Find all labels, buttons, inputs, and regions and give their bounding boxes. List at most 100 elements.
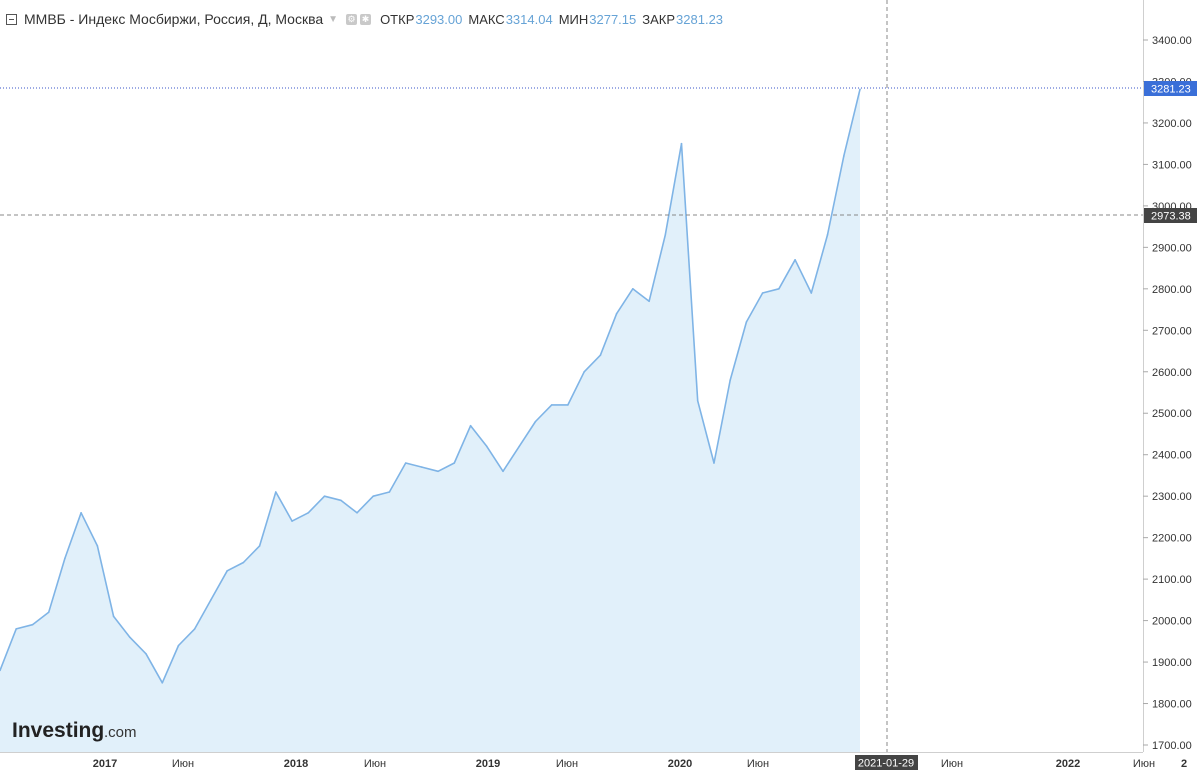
data-point	[583, 371, 585, 373]
crosshair-date-badge	[855, 755, 918, 770]
data-point	[469, 424, 472, 427]
y-tick-label: 2100.00	[1152, 574, 1192, 586]
data-point	[680, 142, 683, 145]
data-point	[599, 354, 602, 357]
data-point	[761, 292, 764, 294]
price-axis[interactable]: 3400.003300.003200.003100.003000.002900.…	[1143, 35, 1192, 752]
data-point	[696, 400, 699, 402]
data-point	[0, 669, 1, 672]
high-value: 3314.04	[505, 11, 553, 27]
crosshair-date-label: 2021-01-29	[858, 758, 914, 770]
investing-logo: Investing .com	[12, 719, 137, 742]
data-point	[388, 491, 391, 493]
data-point	[307, 512, 310, 514]
data-point	[193, 628, 196, 630]
y-tick-label: 2200.00	[1152, 533, 1192, 545]
instrument-title: ММВБ - Индекс Мосбиржи, Россия, Д, Москв…	[24, 11, 324, 27]
data-point	[810, 292, 813, 294]
data-point	[486, 445, 488, 448]
y-tick-label: 1700.00	[1152, 740, 1192, 752]
chevron-down-icon[interactable]: ▼	[328, 13, 339, 25]
y-tick-label: 2800.00	[1152, 284, 1192, 296]
data-point	[129, 636, 131, 638]
series-line	[0, 89, 861, 684]
data-point	[843, 155, 845, 157]
y-tick-label: 3100.00	[1152, 159, 1192, 171]
open-value: 3293.00	[415, 11, 463, 27]
data-point	[64, 557, 66, 560]
data-point	[550, 404, 553, 406]
y-tick-label: 2700.00	[1152, 325, 1192, 337]
close-value: 3281.23	[676, 11, 724, 27]
data-point	[242, 561, 245, 564]
data-point	[745, 321, 748, 323]
x-tick-label: Июн	[172, 758, 194, 770]
high-label: МАКС	[468, 11, 505, 27]
settings-icon[interactable]: ⚙	[346, 13, 358, 25]
data-point	[80, 512, 82, 514]
data-point	[161, 682, 164, 684]
data-point	[778, 288, 780, 290]
last-price-badge	[1144, 81, 1197, 96]
data-point	[729, 379, 731, 381]
data-point	[794, 259, 796, 261]
x-tick-label: 2017	[93, 758, 117, 770]
y-tick-label: 3400.00	[1152, 35, 1192, 47]
data-point	[615, 312, 618, 315]
data-point	[453, 462, 456, 464]
data-point	[502, 470, 504, 473]
x-tick-label: Июн	[556, 758, 578, 770]
y-tick-label: 3200.00	[1152, 118, 1192, 130]
low-value: 3277.15	[589, 11, 637, 27]
x-tick-label: 2018	[284, 758, 308, 770]
x-tick-label: Июн	[747, 758, 769, 770]
y-tick-label: 2900.00	[1152, 242, 1192, 254]
open-label: ОТКР	[380, 11, 415, 27]
y-tick-label: 2600.00	[1152, 367, 1192, 379]
data-point	[145, 653, 147, 655]
data-point	[275, 491, 277, 493]
x-tick-label: 2	[1181, 758, 1187, 770]
data-point	[31, 623, 34, 626]
chart-header: ММВБ - Индекс Мосбиржи, Россия, Д, Москв…	[6, 9, 723, 29]
data-point	[421, 466, 423, 468]
logo-text: Investing	[12, 719, 104, 742]
data-point	[226, 570, 228, 572]
x-tick-label: Июн	[364, 758, 386, 770]
y-tick-label: 2300.00	[1152, 491, 1192, 503]
data-point	[826, 234, 829, 236]
data-point	[258, 545, 261, 547]
time-axis[interactable]: 2017 Июн 2018 Июн 2019 Июн 2020 Июн Июн 2022 Июн 2	[93, 758, 1187, 770]
data-point	[15, 628, 17, 630]
data-point	[291, 520, 293, 522]
logo-suffix: .com	[104, 724, 137, 741]
data-point	[96, 545, 99, 547]
data-point	[518, 445, 520, 448]
data-point	[356, 512, 358, 514]
data-point	[648, 300, 650, 303]
x-tick-label: 2020	[668, 758, 692, 770]
data-point	[323, 495, 326, 498]
x-tick-label: Июн	[941, 758, 963, 770]
data-point	[859, 88, 861, 91]
data-point	[632, 288, 634, 290]
data-point	[47, 611, 50, 614]
x-tick-label: 2022	[1056, 758, 1080, 770]
close-label: ЗАКР	[642, 11, 676, 27]
x-tick-label: 2019	[476, 758, 500, 770]
collapse-icon[interactable]	[6, 13, 17, 25]
y-tick-label: 2000.00	[1152, 616, 1192, 628]
y-tick-label: 2500.00	[1152, 408, 1192, 420]
last-price-label: 3281.23	[1151, 84, 1191, 96]
data-point	[340, 499, 342, 502]
data-point	[664, 234, 667, 236]
data-point	[534, 420, 537, 423]
data-point	[713, 462, 715, 464]
crosshair-price-label: 2973.38	[1151, 211, 1191, 223]
data-point	[112, 615, 115, 618]
series-area	[0, 89, 860, 753]
x-tick-label: Июн	[1133, 758, 1155, 770]
gear-icon[interactable]: ✱	[360, 13, 372, 25]
y-tick-label: 1800.00	[1152, 699, 1192, 711]
